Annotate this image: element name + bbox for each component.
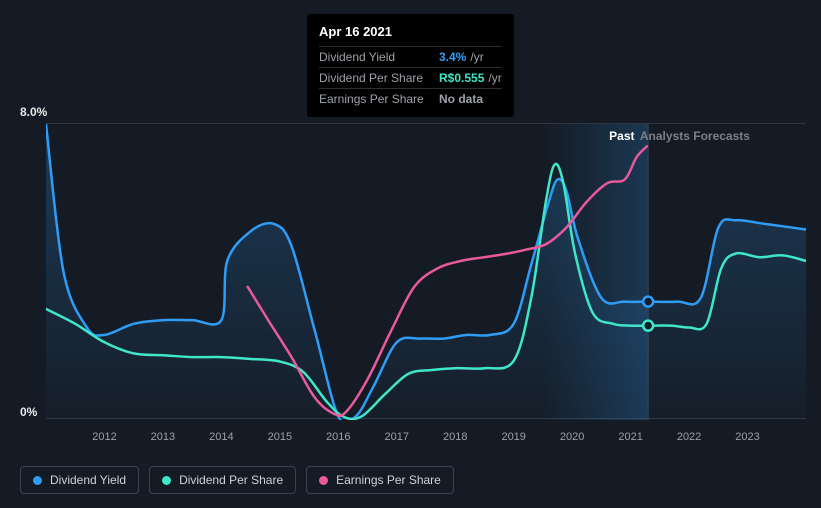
legend-label: Dividend Yield [50, 473, 126, 487]
legend-label: Dividend Per Share [179, 473, 283, 487]
tooltip-row: Dividend Yield3.4% /yr [319, 46, 502, 67]
legend-item[interactable]: Dividend Per Share [149, 466, 296, 494]
context-label: Past [609, 129, 634, 143]
x-axis-label: 2023 [735, 431, 759, 443]
x-axis-label: 2013 [151, 431, 175, 443]
chart-tooltip: Apr 16 2021 Dividend Yield3.4%/yrDividen… [307, 14, 514, 117]
legend-color-dot [162, 476, 171, 485]
y-axis-label: 8.0% [20, 105, 47, 119]
y-axis-label: 0% [20, 405, 37, 419]
x-axis-label: 2018 [443, 431, 467, 443]
tooltip-row-label: Dividend Yield [319, 48, 439, 66]
legend-item[interactable]: Dividend Yield [20, 466, 139, 494]
legend-color-dot [33, 476, 42, 485]
tooltip-row-label: Earnings Per Share [319, 90, 439, 108]
x-axis-label: 2012 [92, 431, 116, 443]
chart-container: 8.0% 0% 2012 2013 2014 2015 2016 2017 2018 2019 2… [20, 105, 806, 445]
tooltip-date: Apr 16 2021 [319, 22, 502, 42]
chart-plot[interactable] [46, 123, 806, 419]
legend-item[interactable]: Earnings Per Share [306, 466, 454, 494]
legend-color-dot [319, 476, 328, 485]
x-axis-label: 2015 [268, 431, 292, 443]
legend: Dividend Yield Dividend Per Share Earnings… [20, 466, 454, 494]
tooltip-row-unit: /yr [488, 69, 501, 87]
tooltip-row-value: 3.4% [439, 48, 466, 66]
x-axis-label: 2020 [560, 431, 584, 443]
tooltip-row-unit: /yr [470, 48, 483, 66]
tooltip-row-value: R$0.555 [439, 69, 484, 87]
tooltip-row: Dividend Per ShareR$0.555/yr [319, 67, 502, 88]
tooltip-row: Earnings Per ShareNo data [319, 88, 502, 109]
legend-label: Earnings Per Share [336, 473, 441, 487]
context-label: Analysts Forecasts [640, 129, 750, 143]
x-axis-label: 2017 [385, 431, 409, 443]
x-axis-label: 2021 [618, 431, 642, 443]
x-axis-label: 2014 [209, 431, 233, 443]
x-axis-label: 2016 [326, 431, 350, 443]
x-axis-label: 2019 [501, 431, 525, 443]
tooltip-row-label: Dividend Per Share [319, 69, 439, 87]
x-axis-label: 2022 [677, 431, 701, 443]
tooltip-row-value: No data [439, 90, 483, 108]
